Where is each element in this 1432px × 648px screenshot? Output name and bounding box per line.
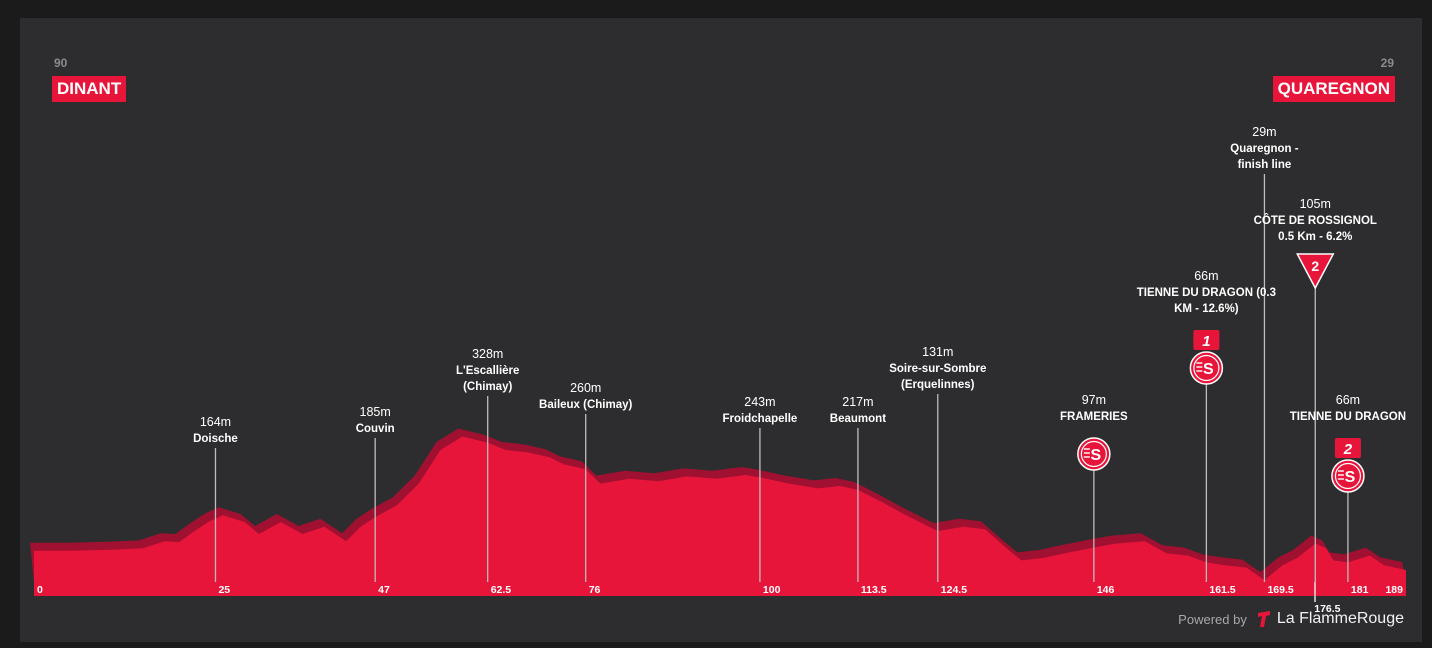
sprint-icon-ring <box>1193 354 1220 382</box>
x-tick-label: 146 <box>1097 584 1115 596</box>
tick-176-5-line <box>1314 582 1316 602</box>
start-city-label: DINANT <box>52 76 127 102</box>
waypoint-altitude: 97m <box>1082 393 1106 407</box>
footer-credit: Powered by La FlammeRouge <box>1178 610 1404 628</box>
waypoint-name: FRAMERIES <box>1060 411 1128 423</box>
x-tick-label: 113.5 <box>861 584 887 596</box>
waypoint-altitude: 243m <box>744 395 775 409</box>
flamme-rouge-logo-icon <box>1257 611 1270 627</box>
sprint-icon-glyph: S <box>1345 469 1356 486</box>
x-tick-label: 47 <box>378 584 390 596</box>
waypoint-name: (Erquelinnes) <box>901 379 975 391</box>
elevation-profile <box>34 436 1406 582</box>
x-tick-label: 124.5 <box>941 584 967 596</box>
sprint-icon-glyph: S <box>1091 447 1102 464</box>
start-altitude: 90 <box>54 56 68 70</box>
finish-city-label: QUAREGNON <box>1272 76 1395 102</box>
sprint-icon <box>1077 437 1111 471</box>
waypoint-altitude: 185m <box>360 405 391 419</box>
sprint-icon-glyph: S <box>1203 361 1214 378</box>
sprint-icon-ring <box>1080 440 1107 468</box>
waypoint-altitude: 328m <box>472 347 503 361</box>
brand-name[interactable]: La FlammeRouge <box>1276 610 1404 627</box>
waypoint-altitude: 131m <box>922 345 953 359</box>
sprint-icon <box>1331 459 1365 493</box>
waypoint-name: L'Escallière <box>456 365 519 377</box>
x-tick-label: 76 <box>589 584 601 596</box>
waypoint-name: Soire-sur-Sombre <box>889 363 986 375</box>
waypoint-name: Doische <box>193 433 238 445</box>
x-tick-label: 169.5 <box>1267 584 1293 596</box>
axis-band <box>34 582 1406 596</box>
sprint-icon <box>1189 351 1224 385</box>
x-tick-label: 181 <box>1351 584 1369 596</box>
x-tick-label: 161.5 <box>1209 584 1235 596</box>
waypoint-name: TIENNE DU DRAGON (0.3 <box>1137 287 1276 299</box>
x-tick-label: 176.5 <box>1314 603 1340 615</box>
waypoint-name: Froidchapelle <box>723 413 798 425</box>
waypoint-name: TIENNE DU DRAGON <box>1290 411 1406 423</box>
stage-profile-chart: 0 25 47 62.5 76 100 113.5 124.5 146 161.5 169.5 176… <box>30 125 1406 615</box>
sprint-icon-ring <box>1334 462 1362 490</box>
finish-altitude: 29 <box>1380 56 1394 70</box>
profile-panel: 0 25 47 62.5 76 100 113.5 124.5 146 161.5 169.5 176… <box>20 18 1422 642</box>
waypoint-name: Couvin <box>356 423 395 435</box>
waypoint-altitude: 260m <box>570 381 601 395</box>
climb-order-badge <box>1193 330 1220 350</box>
waypoint-name: KM - 12.6%) <box>1174 303 1239 315</box>
x-tick-label: 100 <box>763 584 781 596</box>
x-tick-label: 0 <box>37 584 43 596</box>
waypoint-name: finish line <box>1238 159 1292 171</box>
climb-order-badge-number: 1 <box>1202 333 1210 350</box>
climb-category-number: 2 <box>1311 258 1319 274</box>
x-tick-label: 62.5 <box>491 584 512 596</box>
waypoint-name: CÔTE DE ROSSIGNOL <box>1254 214 1377 227</box>
waypoint-altitude: 66m <box>1194 269 1218 283</box>
waypoint-altitude: 105m <box>1300 197 1331 211</box>
climb-order-badge <box>1334 438 1361 458</box>
waypoint-altitude: 164m <box>200 415 231 429</box>
x-tick-label: 25 <box>218 584 230 596</box>
waypoint-name: (Chimay) <box>463 381 512 393</box>
climb-order-badge-number: 2 <box>1343 441 1353 458</box>
x-tick-label: 189 <box>1385 584 1403 596</box>
waypoint-altitude: 66m <box>1336 393 1360 407</box>
climb-category-icon <box>1296 253 1335 290</box>
waypoint-name: Baileux (Chimay) <box>539 399 632 411</box>
waypoint-name: 0.5 Km - 6.2% <box>1278 231 1352 243</box>
waypoint-altitude: 29m <box>1252 125 1276 139</box>
powered-by-text: Powered by <box>1178 611 1247 627</box>
waypoint-name: Quaregnon - <box>1230 143 1299 155</box>
waypoint-altitude: 217m <box>842 395 873 409</box>
waypoint-name: Beaumont <box>830 413 886 425</box>
